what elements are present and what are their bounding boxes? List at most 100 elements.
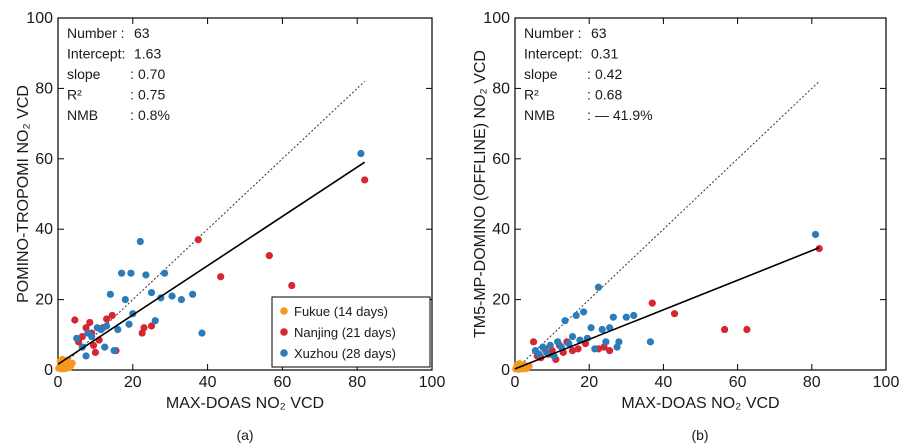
stat-separator: : [587, 87, 591, 103]
stat-label: Number : [524, 25, 582, 41]
data-point [615, 338, 623, 346]
data-point [529, 338, 538, 346]
y-tick-label: 20 [35, 292, 53, 309]
plot-frame [57, 17, 433, 371]
data-point [561, 317, 569, 325]
data-point [606, 324, 614, 332]
scatter-panel-b: 0 20 40 60 80 100 0 20 40 60 80 100 MAX-DOAS NO₂ VCD… [472, 10, 899, 443]
y-tick-label: 40 [35, 221, 53, 238]
data-point [103, 315, 111, 323]
x-tick-label: 100 [419, 374, 446, 391]
data-point [602, 338, 610, 346]
stat-value: 0.8% [138, 107, 170, 123]
x-tick-label: 60 [729, 374, 747, 391]
stat-separator: : [130, 87, 134, 103]
data-point [88, 332, 96, 341]
data-point [648, 299, 656, 307]
stat-label: slope [524, 66, 558, 82]
legend-marker [280, 349, 288, 357]
data-point [117, 269, 126, 277]
data-point [539, 343, 547, 351]
data-point [568, 347, 577, 355]
data-point [646, 338, 655, 346]
legend-label: Nanjing (21 days) [294, 325, 396, 340]
data-point [140, 324, 148, 332]
data-point [106, 290, 114, 298]
data-point [160, 269, 169, 277]
y-tick-label: 60 [35, 151, 53, 168]
series-2-points [531, 230, 820, 360]
data-point [97, 325, 105, 334]
y-tick-label: 20 [492, 292, 510, 309]
data-point [361, 176, 369, 184]
data-point [622, 313, 630, 321]
data-point [91, 348, 99, 356]
data-point [136, 237, 144, 246]
legend-marker [280, 307, 288, 315]
data-point [147, 288, 156, 297]
stat-value: 0.31 [591, 46, 618, 62]
data-point [546, 341, 554, 349]
stat-separator: : [587, 66, 591, 82]
series-0-points [512, 360, 533, 373]
data-point [598, 325, 606, 334]
data-point [194, 236, 202, 244]
data-point [568, 332, 577, 341]
stat-separator: : [130, 66, 134, 82]
data-point [58, 355, 67, 364]
data-point [609, 313, 617, 321]
data-point [114, 325, 122, 334]
data-point [68, 359, 76, 367]
data-point [86, 318, 94, 327]
data-point [198, 329, 206, 337]
data-point [606, 347, 614, 355]
data-point [630, 311, 638, 320]
stat-value: 0.75 [138, 87, 165, 103]
x-tick-label: 80 [803, 374, 821, 391]
data-point [82, 352, 90, 360]
data-point [103, 322, 111, 330]
data-point [670, 310, 679, 318]
y-tick-label: 80 [492, 80, 510, 97]
stat-label: NMB [67, 107, 98, 123]
stat-label: NMB [524, 107, 555, 123]
y-tick-label: 40 [492, 221, 510, 238]
x-tick-label: 20 [580, 374, 598, 391]
stat-label: R² [67, 87, 82, 103]
panel-caption: (b) [691, 427, 708, 443]
x-tick-label: 0 [511, 374, 520, 391]
data-point [542, 348, 551, 356]
y-tick-label: 100 [483, 10, 510, 27]
stat-value: 0.68 [595, 87, 622, 103]
series-0-points [55, 355, 76, 373]
y-axis-title: TM5-MP-DOMINO (OFFLINE) NO₂ VCD [472, 50, 489, 338]
data-point [572, 311, 580, 320]
data-point [515, 360, 524, 368]
data-point [177, 296, 186, 304]
data-point [811, 230, 820, 239]
data-point [101, 343, 109, 351]
data-point [721, 325, 729, 334]
stat-value: 0.70 [138, 66, 165, 82]
data-point [554, 338, 562, 346]
x-tick-label: 40 [199, 374, 217, 391]
legend: Fukue (14 days) Nanjing (21 days) Xuzhou (… [271, 296, 431, 368]
plot-frame [514, 17, 887, 371]
data-point [71, 316, 79, 324]
stat-label: Intercept: [524, 46, 582, 62]
data-point [535, 350, 543, 358]
data-point [110, 347, 118, 355]
data-point [743, 325, 751, 334]
data-point [125, 320, 133, 328]
x-tick-label: 60 [274, 374, 292, 391]
legend-label: Xuzhou (28 days) [294, 346, 396, 361]
data-point [815, 244, 823, 253]
y-tick-label: 80 [35, 80, 53, 97]
stat-value: 0.42 [595, 66, 622, 82]
legend-marker [280, 328, 288, 336]
data-point [357, 149, 365, 158]
data-point [587, 324, 595, 332]
data-point [217, 273, 225, 281]
data-point [78, 332, 86, 341]
